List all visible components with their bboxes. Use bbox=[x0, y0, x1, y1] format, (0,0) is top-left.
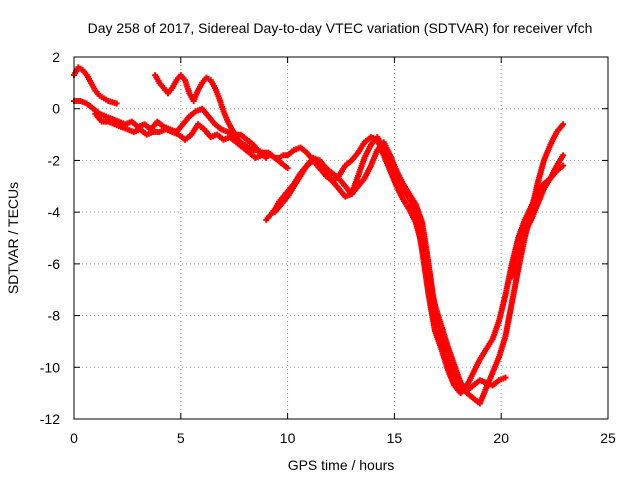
x-tick-label: 0 bbox=[70, 430, 78, 446]
y-tick-label: -4 bbox=[48, 204, 61, 220]
data-points bbox=[71, 64, 567, 407]
y-tick-labels: 2 0 -2 -4 -6 -8 -10 -12 bbox=[40, 49, 60, 427]
axis-ticks bbox=[73, 56, 609, 420]
x-tick-labels: 0 5 10 15 20 25 bbox=[70, 430, 616, 446]
y-tick-label: -8 bbox=[48, 308, 61, 324]
series-arc-c bbox=[92, 110, 291, 172]
series-arc-h bbox=[508, 152, 567, 280]
series-arc-d bbox=[152, 72, 291, 161]
data-point bbox=[560, 152, 567, 159]
chart-title: Day 258 of 2017, Sidereal Day-to-day VTE… bbox=[88, 20, 593, 36]
x-tick-label: 20 bbox=[493, 430, 509, 446]
y-tick-label: -6 bbox=[48, 256, 61, 272]
x-tick-label: 10 bbox=[280, 430, 296, 446]
y-tick-label: 2 bbox=[52, 49, 60, 65]
y-tick-label: 0 bbox=[52, 101, 60, 117]
data-point bbox=[560, 162, 567, 169]
data-point bbox=[560, 121, 567, 128]
y-axis-label: SDTVAR / TECUs bbox=[5, 182, 21, 294]
series-arc-a bbox=[71, 64, 120, 107]
y-tick-label: -2 bbox=[48, 152, 61, 168]
plot-frame bbox=[73, 56, 609, 420]
data-point bbox=[113, 100, 120, 107]
y-tick-label: -10 bbox=[40, 359, 60, 375]
series-arc-g bbox=[271, 121, 567, 407]
grid-lines bbox=[74, 57, 608, 419]
y-tick-label: -12 bbox=[40, 411, 60, 427]
data-point bbox=[502, 374, 509, 381]
x-tick-label: 5 bbox=[177, 430, 185, 446]
data-point bbox=[284, 165, 291, 172]
x-tick-label: 25 bbox=[600, 430, 616, 446]
x-tick-label: 15 bbox=[387, 430, 403, 446]
x-axis-label: GPS time / hours bbox=[288, 457, 395, 473]
